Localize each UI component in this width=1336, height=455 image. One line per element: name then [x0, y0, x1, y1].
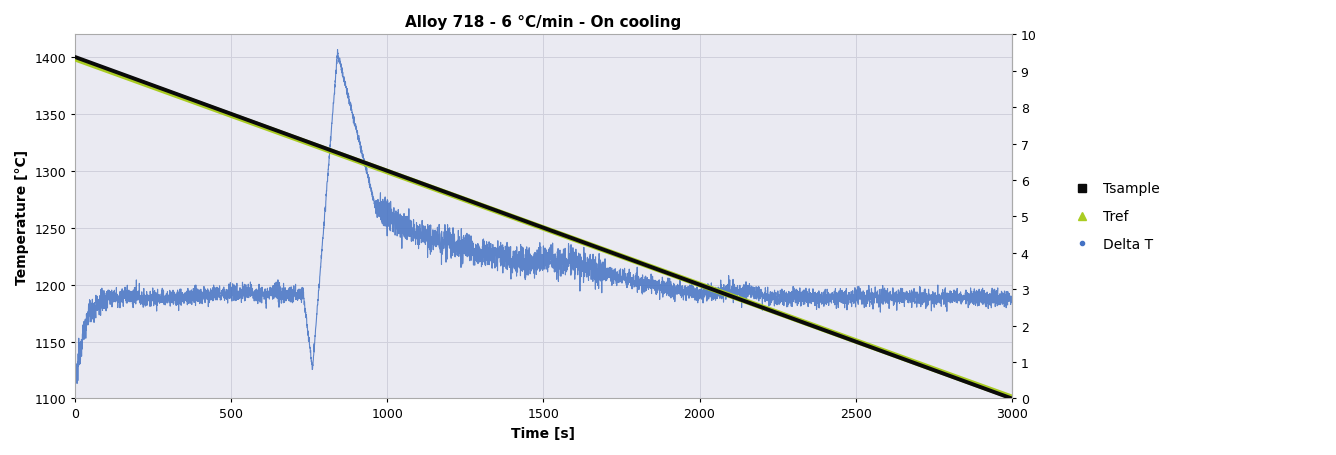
- X-axis label: Time [s]: Time [s]: [512, 426, 576, 440]
- Title: Alloy 718 - 6 °C/min - On cooling: Alloy 718 - 6 °C/min - On cooling: [405, 15, 681, 30]
- Y-axis label: Temperature [°C]: Temperature [°C]: [15, 150, 29, 284]
- Legend: Tsample, Tref, Delta T: Tsample, Tref, Delta T: [1065, 179, 1162, 254]
